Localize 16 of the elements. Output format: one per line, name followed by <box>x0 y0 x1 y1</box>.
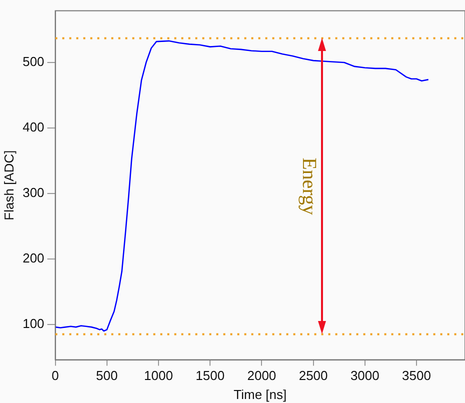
x-tick-label: 3500 <box>402 368 431 384</box>
y-tick-label: 500 <box>22 54 44 70</box>
y-axis-title: Flash [ADC] <box>1 150 16 220</box>
y-tick-label: 300 <box>22 185 44 200</box>
x-tick-label: 2000 <box>247 368 276 384</box>
x-axis-title: Time [ns] <box>234 386 287 402</box>
x-tick-label: 2500 <box>298 368 328 384</box>
y-tick-label: 400 <box>22 120 44 135</box>
y-tick-label: 200 <box>22 250 44 266</box>
x-tick-label: 0 <box>52 368 59 384</box>
y-tick-label: 100 <box>22 316 44 332</box>
x-tick-label: 500 <box>96 368 118 384</box>
x-tick-label: 1500 <box>196 368 225 384</box>
x-tick-label: 1000 <box>144 368 173 384</box>
x-tick-label: 3000 <box>350 368 380 384</box>
annotation: Energy <box>298 158 320 215</box>
